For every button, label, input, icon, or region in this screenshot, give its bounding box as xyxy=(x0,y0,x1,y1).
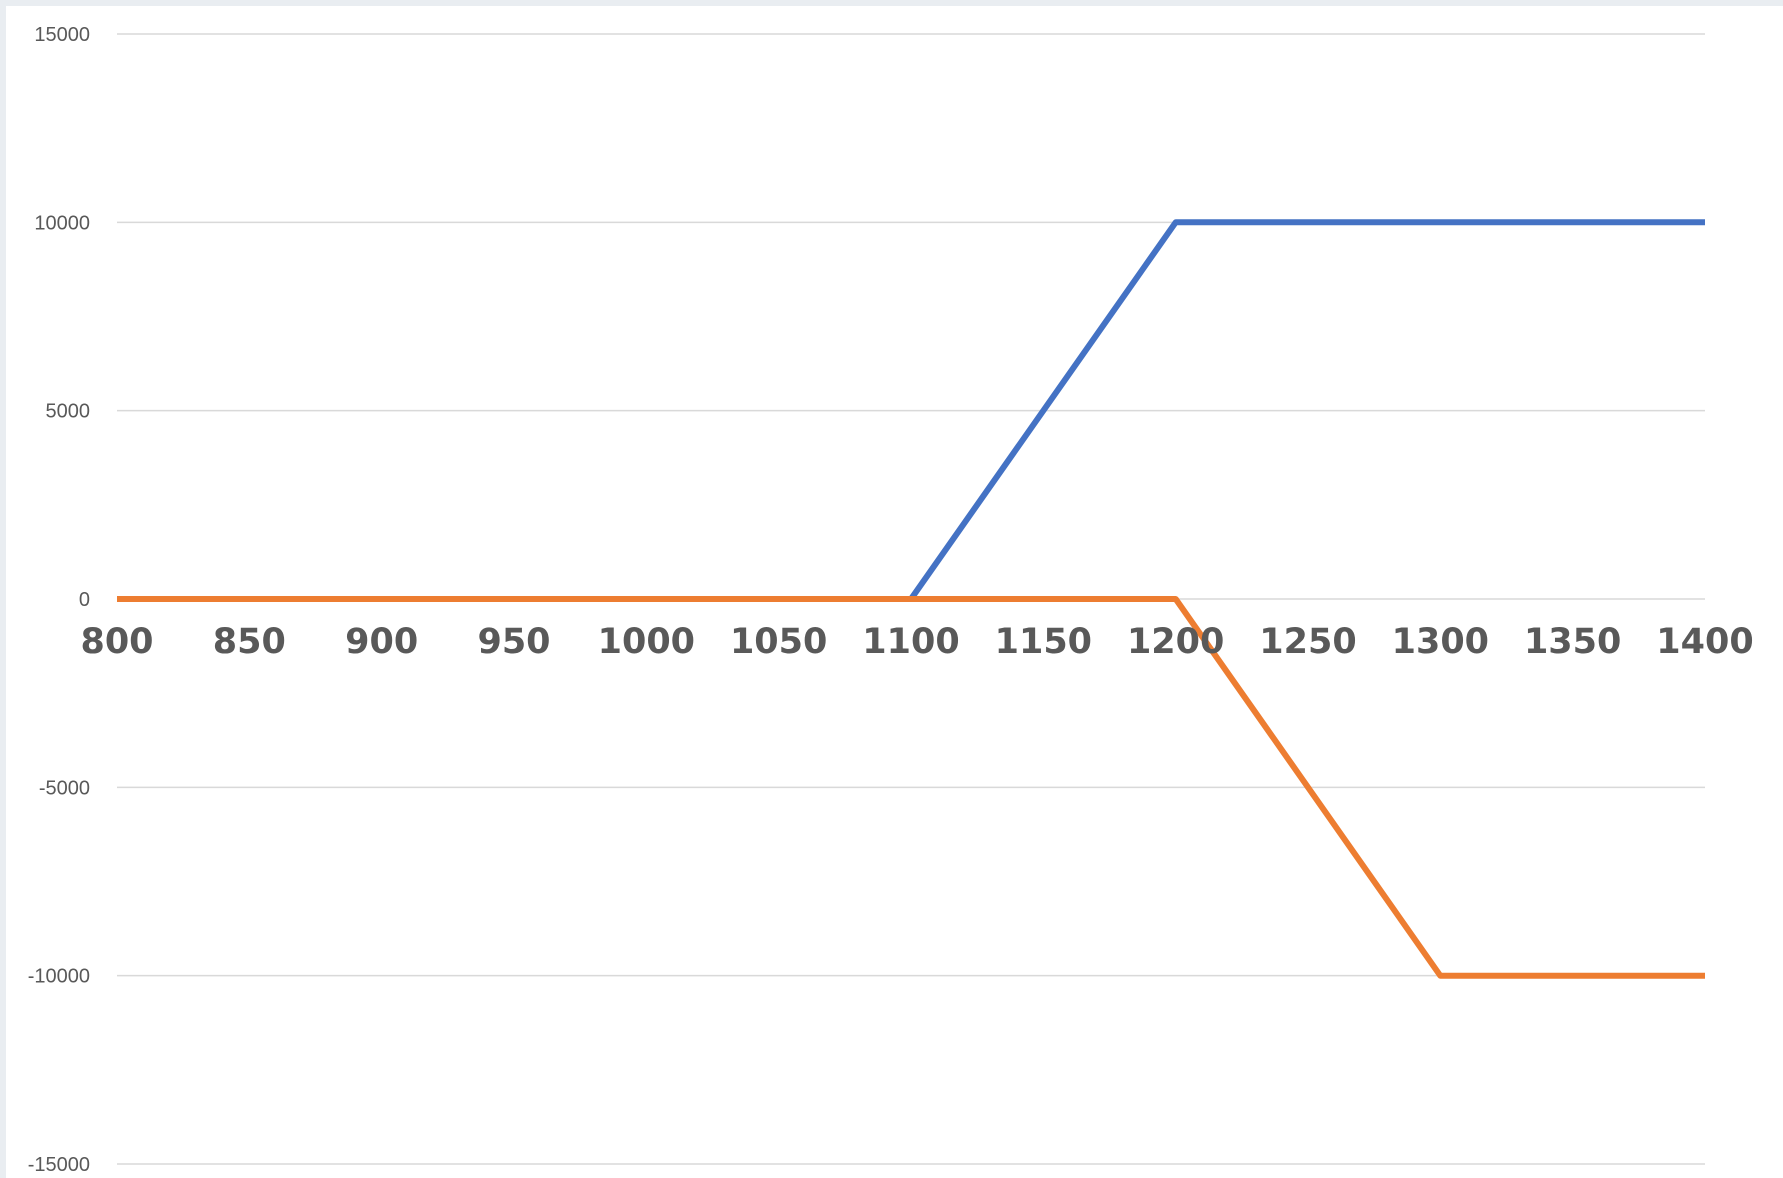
y-tick-label: 5000 xyxy=(46,401,91,423)
y-tick-label: 10000 xyxy=(34,212,90,234)
y-tick-label: -10000 xyxy=(28,966,90,988)
x-tick-label: 1000 xyxy=(598,622,695,662)
x-axis-tick-labels: 800 850 900 950 1000 1050 1100 1150 1200 1250 1300… xyxy=(80,622,1753,662)
series-line-2 xyxy=(117,596,1705,979)
chart-area xyxy=(6,6,1783,1178)
x-tick-label: 1100 xyxy=(862,622,959,662)
plot-series xyxy=(117,219,1705,979)
x-tick-label: 1350 xyxy=(1524,622,1621,662)
x-tick-label: 800 xyxy=(80,622,153,662)
x-tick-label: 1400 xyxy=(1656,622,1753,662)
x-tick-label: 1250 xyxy=(1259,622,1356,662)
y-tick-label: 15000 xyxy=(34,24,90,46)
x-tick-label: 850 xyxy=(213,622,286,662)
y-tick-label: 0 xyxy=(79,589,90,611)
x-tick-label: 1200 xyxy=(1127,622,1224,662)
y-tick-label: -15000 xyxy=(28,1154,90,1176)
x-tick-label: 900 xyxy=(345,622,418,662)
x-tick-label: 1150 xyxy=(995,622,1092,662)
y-tick-label: -5000 xyxy=(39,777,90,799)
x-tick-label: 1050 xyxy=(730,622,827,662)
x-tick-label: 950 xyxy=(477,622,550,662)
y-axis-tick-labels: 15000 10000 5000 0 -5000 -10000 -15000 xyxy=(28,24,90,1176)
x-tick-label: 1300 xyxy=(1392,622,1489,662)
